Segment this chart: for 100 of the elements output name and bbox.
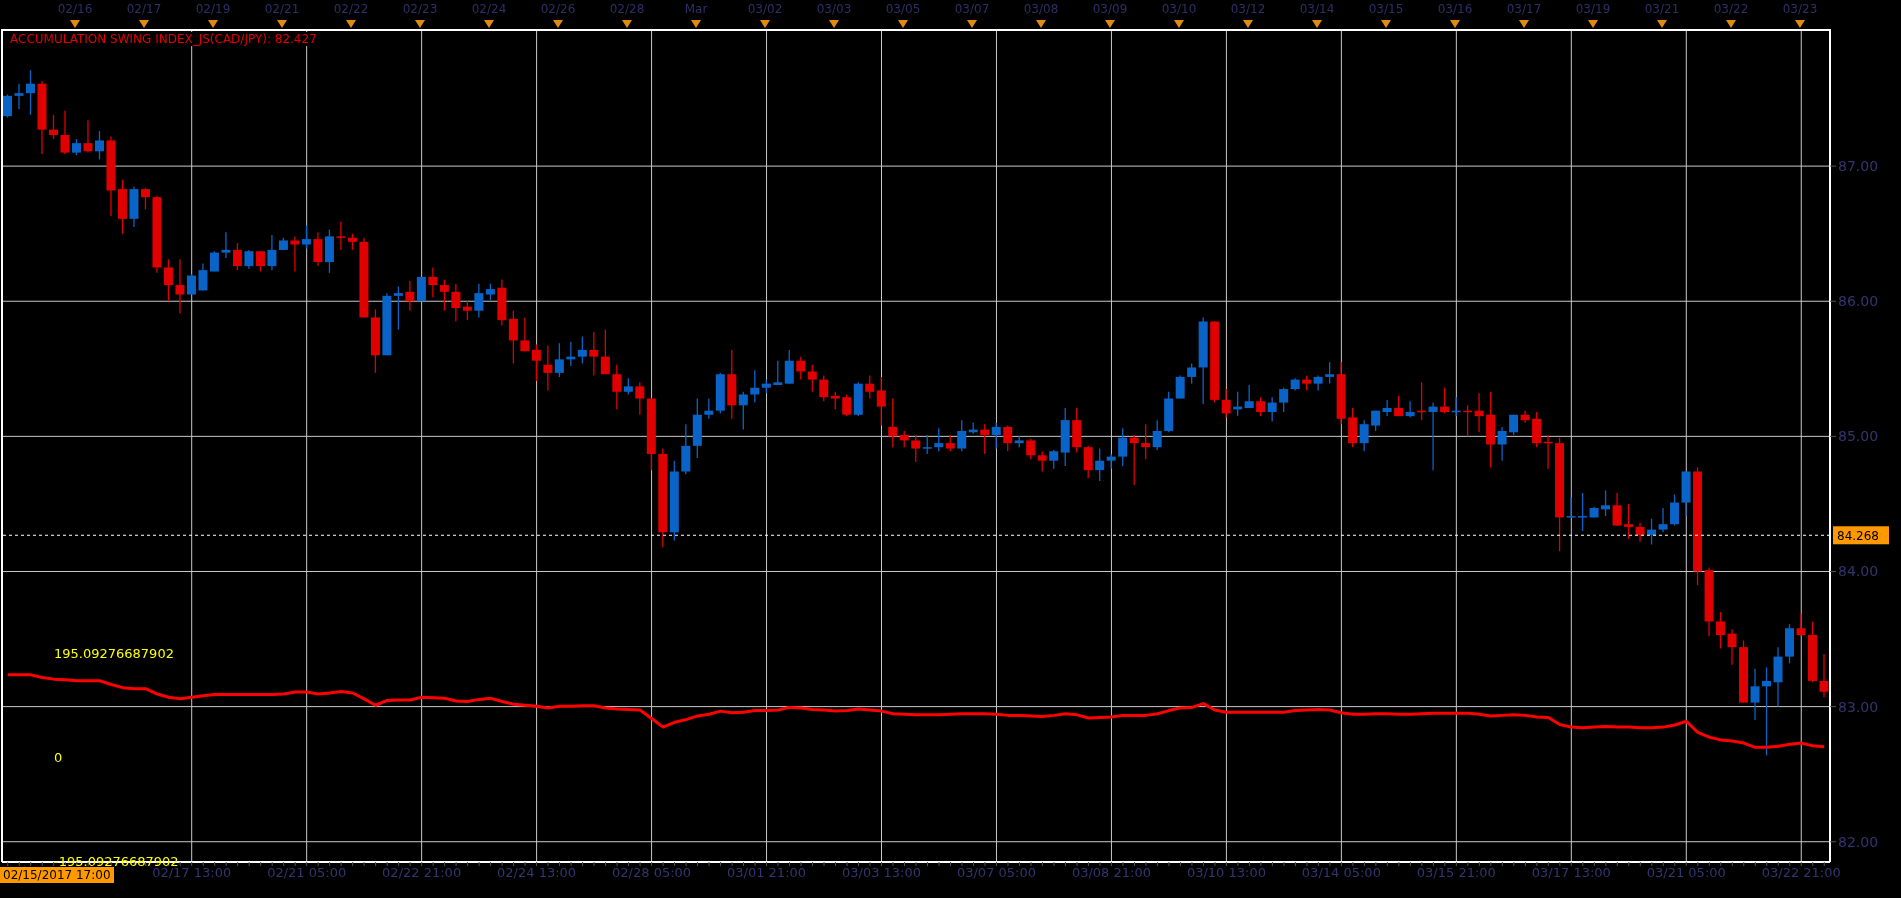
candlestick — [1141, 423, 1151, 460]
text: 03/07 — [953, 2, 991, 16]
candlestick — [1796, 612, 1806, 637]
x-tick-label: 02/28 05:00 — [612, 865, 692, 881]
x-tick-label: 03/15 21:00 — [1416, 865, 1496, 881]
text: 03/09 — [1091, 2, 1129, 16]
candlestick — [1279, 387, 1289, 413]
candlestick — [1267, 396, 1277, 423]
text: 03/12 — [1229, 2, 1267, 16]
candlestick — [439, 278, 449, 312]
y-tick-label: 86.00 — [1838, 293, 1879, 310]
candlestick — [140, 187, 150, 211]
candlestick — [612, 364, 622, 410]
y-tick-label: 87.00 — [1838, 158, 1879, 175]
candlestick — [428, 266, 438, 298]
candlestick — [1440, 387, 1450, 415]
candlestick — [474, 283, 484, 319]
candlestick — [1175, 374, 1185, 400]
candlestick — [1428, 401, 1438, 471]
candlestick — [934, 427, 944, 452]
candlestick — [1037, 450, 1047, 473]
candlestick — [911, 434, 921, 463]
line-series — [6, 673, 1826, 749]
candlestick — [543, 345, 553, 392]
x-tick-label: 03/08 21:00 — [1071, 865, 1151, 881]
text: 03/08 — [1022, 2, 1060, 16]
text: 03/15 — [1367, 2, 1405, 16]
candlestick — [267, 234, 277, 271]
x-tick-label: 02/21 05:00 — [267, 865, 347, 881]
text: 03/21 — [1643, 2, 1681, 16]
candlestick — [1474, 392, 1484, 433]
candlestick — [980, 423, 990, 455]
candlestick — [1727, 628, 1737, 666]
candlestick — [1716, 611, 1726, 650]
candlestick — [577, 335, 587, 365]
x-tick-label: 03/01 21:00 — [727, 865, 807, 881]
candlestick — [796, 355, 806, 381]
candlestick — [554, 342, 564, 378]
x-tick-label: 02/17 13:00 — [152, 865, 232, 881]
x-tick-label: 02/22 21:00 — [382, 865, 462, 881]
candlestick — [393, 285, 403, 331]
text: 02/16 — [56, 2, 94, 16]
x-tick-label: 03/14 05:00 — [1301, 865, 1381, 881]
y2-tick-label: 195.09276687902 — [54, 646, 174, 663]
candlestick — [1750, 668, 1760, 721]
candlestick — [209, 250, 219, 273]
candlestick — [1095, 447, 1105, 482]
candlestick — [1612, 492, 1622, 527]
candlestick — [232, 242, 242, 271]
candlestick — [336, 220, 346, 251]
text: 03/05 — [884, 2, 922, 16]
candlestick — [888, 397, 898, 448]
y-tick-label: 83.00 — [1838, 698, 1879, 715]
candlestick — [876, 376, 886, 427]
candlestick — [865, 374, 875, 400]
candlestick — [773, 360, 783, 386]
ref-line-label: 84.268 — [1837, 529, 1879, 544]
text: 02/15/2017 17:00 — [0, 867, 114, 883]
text: 03/17 — [1505, 2, 1543, 16]
y2-tick-label: 0 — [54, 750, 63, 766]
candlestick — [531, 343, 541, 382]
text: 03/02 — [746, 2, 784, 16]
candlestick — [1382, 399, 1392, 417]
candlestick — [957, 419, 967, 452]
candlestick — [60, 110, 70, 155]
candlestick — [94, 130, 104, 161]
chart-title: ACCUMULATION SWING INDEX_JS(CAD/JPY): 82.427 — [8, 32, 319, 46]
candlestick — [301, 224, 311, 250]
candlestick — [784, 349, 794, 385]
candlestick — [198, 262, 208, 292]
text: 02/21 — [263, 2, 301, 16]
text: 02/28 — [608, 2, 646, 16]
candlestick — [313, 231, 323, 267]
candlestick — [1658, 507, 1668, 533]
text: 02/22 — [332, 2, 370, 16]
candlestick — [48, 114, 58, 140]
candlestick — [842, 393, 852, 417]
candlestick — [1624, 503, 1634, 540]
candlestick — [14, 83, 24, 111]
candlestick — [1670, 493, 1680, 527]
candlestick — [451, 283, 461, 323]
candlestick — [1244, 384, 1254, 409]
candlestick — [1049, 449, 1059, 470]
candlestick — [1083, 445, 1093, 479]
candlestick — [635, 381, 645, 416]
candlestick — [807, 364, 817, 393]
y-tick-label: 84.00 — [1838, 563, 1879, 580]
candlestick — [3, 93, 12, 119]
candlestick — [163, 258, 173, 302]
candlestick — [1819, 653, 1829, 698]
candlestick — [1187, 362, 1197, 385]
candlestick — [255, 250, 265, 273]
candlestick — [1026, 438, 1036, 460]
y-tick-label: 82.00 — [1838, 833, 1879, 850]
text: 02/23 — [401, 2, 439, 16]
candlestick — [1601, 489, 1611, 517]
text: 03/23 — [1781, 2, 1819, 16]
x-tick-label: 03/17 13:00 — [1531, 865, 1611, 881]
text: 03/10 — [1160, 2, 1198, 16]
candlestick — [520, 316, 530, 352]
